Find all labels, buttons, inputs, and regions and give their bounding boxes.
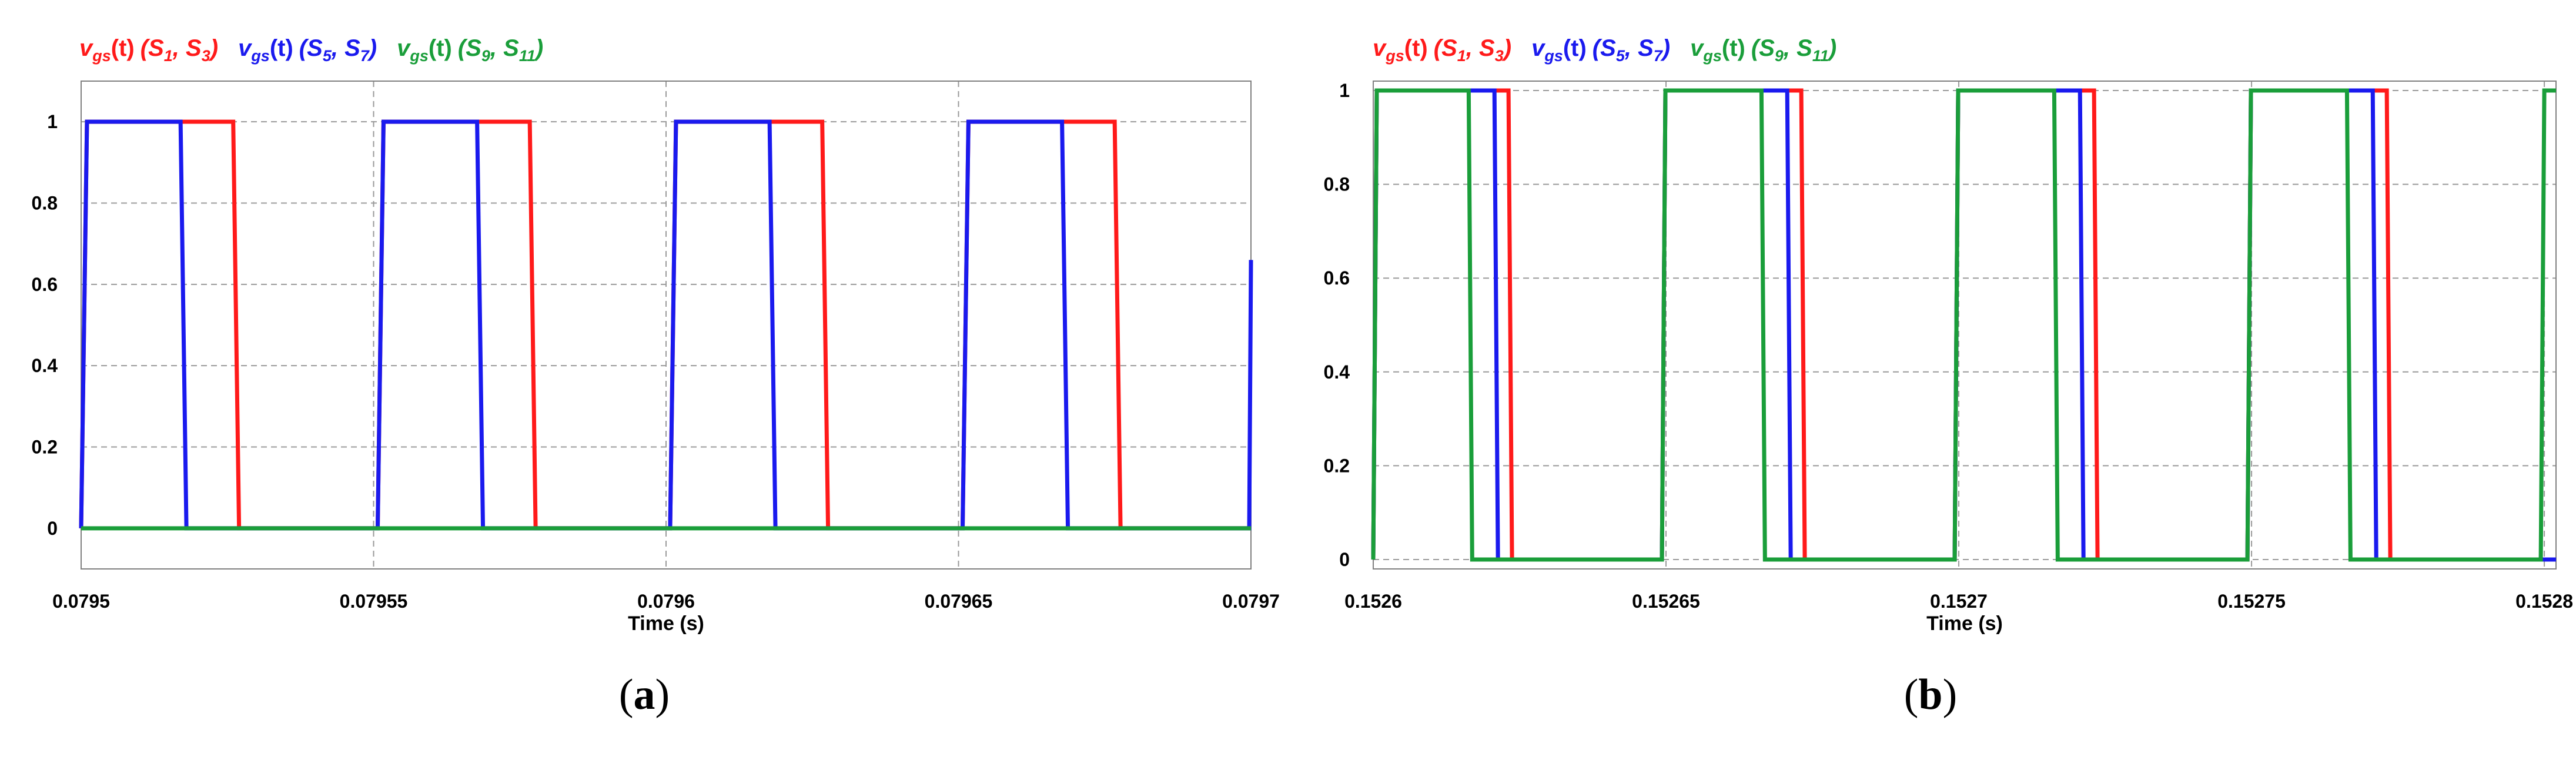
legend-entry-blue: vgs(t) (S5, S7) (238, 35, 377, 65)
legend-entry-red: vgs(t) (S1, S3) (1373, 35, 1512, 65)
y-tick-label: 0.2 (32, 437, 58, 458)
y-tick-label: 0.8 (32, 193, 58, 214)
x-axis-label: Time (s) (1926, 612, 2003, 635)
series-line-blue (1371, 88, 2556, 562)
x-tick-label: 0.0797 (1222, 591, 1280, 612)
x-tick-label: 0.0795 (52, 591, 110, 612)
y-tick-label: 1 (47, 111, 58, 132)
legend-b: vgs(t) (S1, S3) vgs(t) (S5, S7) vgs(t) (S9, S… (1373, 35, 1856, 65)
series-line-green (1371, 88, 2556, 562)
y-tick-label: 0 (1339, 549, 1350, 570)
series-line-red (1371, 88, 2556, 562)
x-tick-label: 0.07965 (925, 591, 993, 612)
caption-b: (b) (1903, 671, 1958, 719)
y-tick-label: 0.6 (1324, 267, 1350, 289)
y-tick-label: 0.8 (1324, 174, 1350, 195)
plot-b: 0 0.2 0.4 0.6 0.8 1 0.1526 0.15265 0.1527 0.15275… (1324, 80, 2574, 635)
y-tick-label: 1 (1339, 80, 1350, 101)
y-tick-label: 0.6 (32, 274, 58, 295)
y-tick-label: 0 (47, 518, 58, 539)
x-tick-label: 0.1526 (1344, 591, 1402, 612)
series-line-blue (79, 119, 1253, 531)
legend-a: vgs(t) (S1, S3) vgs(t) (S5, S7) vgs(t) (S9, S… (79, 35, 563, 65)
chart-panel-b: vgs(t) (S1, S3) vgs(t) (S5, S7) vgs(t) (S9, S… (1288, 0, 2576, 757)
plot-frame (1373, 81, 2557, 570)
y-tick-label: 0.4 (1324, 361, 1350, 383)
x-tick-label: 0.1528 (2515, 591, 2573, 612)
plot-a: 0 0.2 0.4 0.6 0.8 1 0.0795 0.07955 0.0796 0.07965… (32, 81, 1280, 635)
y-tick-label: 0.2 (1324, 455, 1350, 476)
caption-a: (a) (618, 671, 670, 719)
x-tick-label: 0.07955 (340, 591, 408, 612)
y-tick-label: 0.4 (32, 355, 58, 376)
chart-panel-a: vgs(t) (S1, S3) vgs(t) (S5, S7) vgs(t) (S9, S… (32, 35, 1280, 719)
x-axis-label: Time (s) (628, 612, 704, 635)
x-tick-label: 0.15265 (1632, 591, 1700, 612)
x-tick-label: 0.0796 (637, 591, 695, 612)
legend-entry-blue: vgs(t) (S5, S7) (1531, 35, 1671, 65)
legend-entry-green: vgs(t) (S9, S11) (397, 35, 544, 65)
legend-entry-green: vgs(t) (S9, S11) (1690, 35, 1837, 65)
legend-entry-red: vgs(t) (S1, S3) (79, 35, 219, 65)
x-tick-label: 0.15275 (2217, 591, 2286, 612)
x-tick-label: 0.1527 (1930, 591, 1988, 612)
